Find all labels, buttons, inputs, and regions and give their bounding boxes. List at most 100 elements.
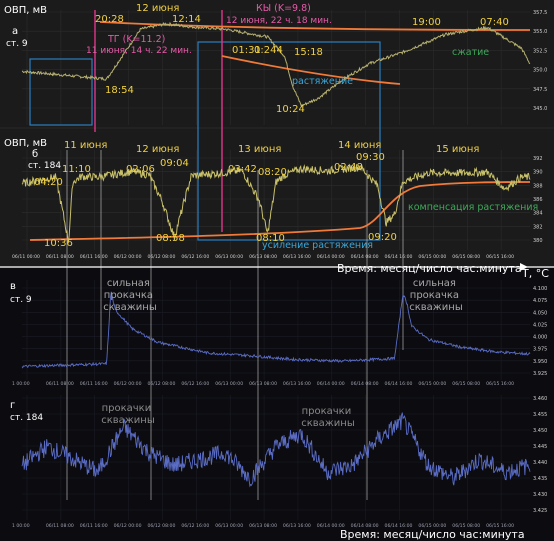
x-tick-label: 06/11 08:00 <box>46 381 74 387</box>
panel-a-time-0244: 0:244 <box>254 45 283 56</box>
x-tick-label: 06/15 00:00 <box>418 381 446 387</box>
panel-v-trace <box>21 291 531 369</box>
panel-b-date-15: 15 июня <box>436 144 479 155</box>
x-tick-label: 06/15 08:00 <box>452 381 480 387</box>
panel-g-annotation-1: прокачки скважины <box>101 403 155 426</box>
temperature-unit: T, °C <box>521 267 549 280</box>
ky-label: КЫ (K=9.8) <box>256 3 311 14</box>
panel-b-time: 02:48 <box>334 162 363 173</box>
y-tick-label: 3.450 <box>533 428 547 434</box>
panel-a-box-right <box>197 41 381 241</box>
y-tick-label: 392 <box>533 156 543 162</box>
panel-v-annotation-2: сильная прокачка скважины <box>409 278 463 313</box>
compress-label: сжатие <box>452 47 489 58</box>
annotation-line: сильная <box>107 278 150 289</box>
y-tick-label: 3.430 <box>533 492 547 498</box>
panel-b-time: 02:06 <box>126 164 155 175</box>
y-tick-label: 4.075 <box>533 298 547 304</box>
x-tick-label: 06/11 00:00 <box>12 254 40 260</box>
x-tick-label: 06/14 16:00 <box>385 254 413 260</box>
panel-b-date-11: 11 июня <box>64 140 107 151</box>
x-tick-label: 06/12 16:00 <box>181 254 209 260</box>
y-tick-label: 3.435 <box>533 476 547 482</box>
y-tick-label: 3.950 <box>533 359 547 365</box>
y-tick-label: 357.5 <box>533 10 547 16</box>
x-tick-label: 06/15 00:00 <box>418 254 446 260</box>
y-tick-label: 380 <box>533 238 543 244</box>
x-tick-label: 06/14 08:00 <box>351 381 379 387</box>
y-tick-label: 3.455 <box>533 412 547 418</box>
y-tick-label: 3.975 <box>533 347 547 353</box>
y-tick-label: 4.025 <box>533 322 547 328</box>
y-tick-label: 388 <box>533 183 543 189</box>
panel-a-ylabel: ОВП, мВ <box>4 5 47 16</box>
x-tick-label: 06/12 00:00 <box>114 254 142 260</box>
panel-b-time: 09:30 <box>356 152 385 163</box>
x-tick-label: 06/14 16:00 <box>385 523 413 529</box>
panel-a-box-left <box>29 58 93 126</box>
ky-time: 12 июня, 22 ч. 18 мин. <box>226 16 332 26</box>
x-tick-label: 06/13 00:00 <box>215 523 243 529</box>
panel-b-date-13: 13 июня <box>238 144 281 155</box>
x-tick-label: 06/13 16:00 <box>283 254 311 260</box>
y-tick-label: 384 <box>533 211 543 217</box>
y-tick-label: 3.925 <box>533 371 547 377</box>
panel-a-date-12: 12 июня <box>136 3 179 14</box>
tick-labels: 357.5 355.0 352.5 350.0 347.5 345.0 392 390 388 3… <box>12 10 547 529</box>
top-panel-background <box>0 0 554 268</box>
annotation-line: прокачка <box>410 290 459 301</box>
y-tick-label: 3.460 <box>533 396 547 402</box>
x-tick-label: 06/11 16:00 <box>80 254 108 260</box>
axis-arrow <box>520 263 528 271</box>
y-tick-label: 4.050 <box>533 310 547 316</box>
panel-g-letter: г <box>10 400 15 411</box>
x-tick-label: 06/12 16:00 <box>181 523 209 529</box>
panel-b-time: 10:36 <box>44 238 73 249</box>
y-tick-label: 345.0 <box>533 106 547 112</box>
annotation-line: прокачка <box>104 290 153 301</box>
x-tick-label: 06/13 16:00 <box>283 523 311 529</box>
panel-g-trace <box>21 412 531 488</box>
annotation-line: сильная <box>413 278 456 289</box>
tg-time: 11 июня, 14 ч. 22 мин. <box>86 46 192 56</box>
x-tick-label: 06/14 00:00 <box>317 523 345 529</box>
x-tick-label: 06/13 00:00 <box>215 254 243 260</box>
x-tick-label: 06/13 00:00 <box>215 381 243 387</box>
panel-g-station: ст. 184 <box>10 413 43 423</box>
panel-a-letter: а <box>12 26 18 37</box>
annotation-line: скважины <box>301 418 355 429</box>
connector-lines <box>66 150 404 500</box>
y-tick-label: 3.425 <box>533 508 547 514</box>
x-tick-label: 06/15 16:00 <box>486 381 514 387</box>
panel-b-time: 03:42 <box>228 164 257 175</box>
x-tick-label: 06/12 00:00 <box>114 523 142 529</box>
panel-a-time-1214: 12:14 <box>172 14 201 25</box>
envelope-b-lower <box>29 181 531 241</box>
x-tick-label: 06/13 08:00 <box>249 381 277 387</box>
y-tick-label: 352.5 <box>533 48 547 54</box>
data-traces <box>21 21 531 488</box>
stretch-label: растяжение <box>292 76 353 87</box>
panel-b-trace <box>21 163 531 243</box>
panel-b-time: 08:20 <box>258 167 287 178</box>
x-tick-label: 06/12 16:00 <box>181 381 209 387</box>
x-tick-label: 1 00:00 <box>12 381 30 387</box>
x-tick-label: 06/11 16:00 <box>80 381 108 387</box>
envelope-a-upper <box>99 21 531 31</box>
panel-g-annotation-2: прокачки скважины <box>301 406 355 429</box>
panel-v-annotation-1: сильная прокачка скважины <box>103 278 157 313</box>
envelope-a-lower <box>221 55 401 85</box>
panel-v-letter: в <box>10 281 16 292</box>
time-axis-label-bottom: Время: месяц/число час:минута <box>340 528 525 541</box>
x-tick-label: 06/12 08:00 <box>147 254 175 260</box>
x-tick-label: 1 00:00 <box>12 523 30 529</box>
x-tick-label: 06/13 08:00 <box>249 523 277 529</box>
x-tick-label: 06/14 08:00 <box>351 523 379 529</box>
panel-a-time-0131: 01:31 <box>232 45 261 56</box>
panel-b-date-12: 12 июня <box>136 144 179 155</box>
panel-b-time: 11:10 <box>62 164 91 175</box>
panel-b-time: 08:10 <box>256 233 285 244</box>
x-tick-label: 06/11 08:00 <box>46 254 74 260</box>
x-tick-label: 06/15 16:00 <box>486 523 514 529</box>
